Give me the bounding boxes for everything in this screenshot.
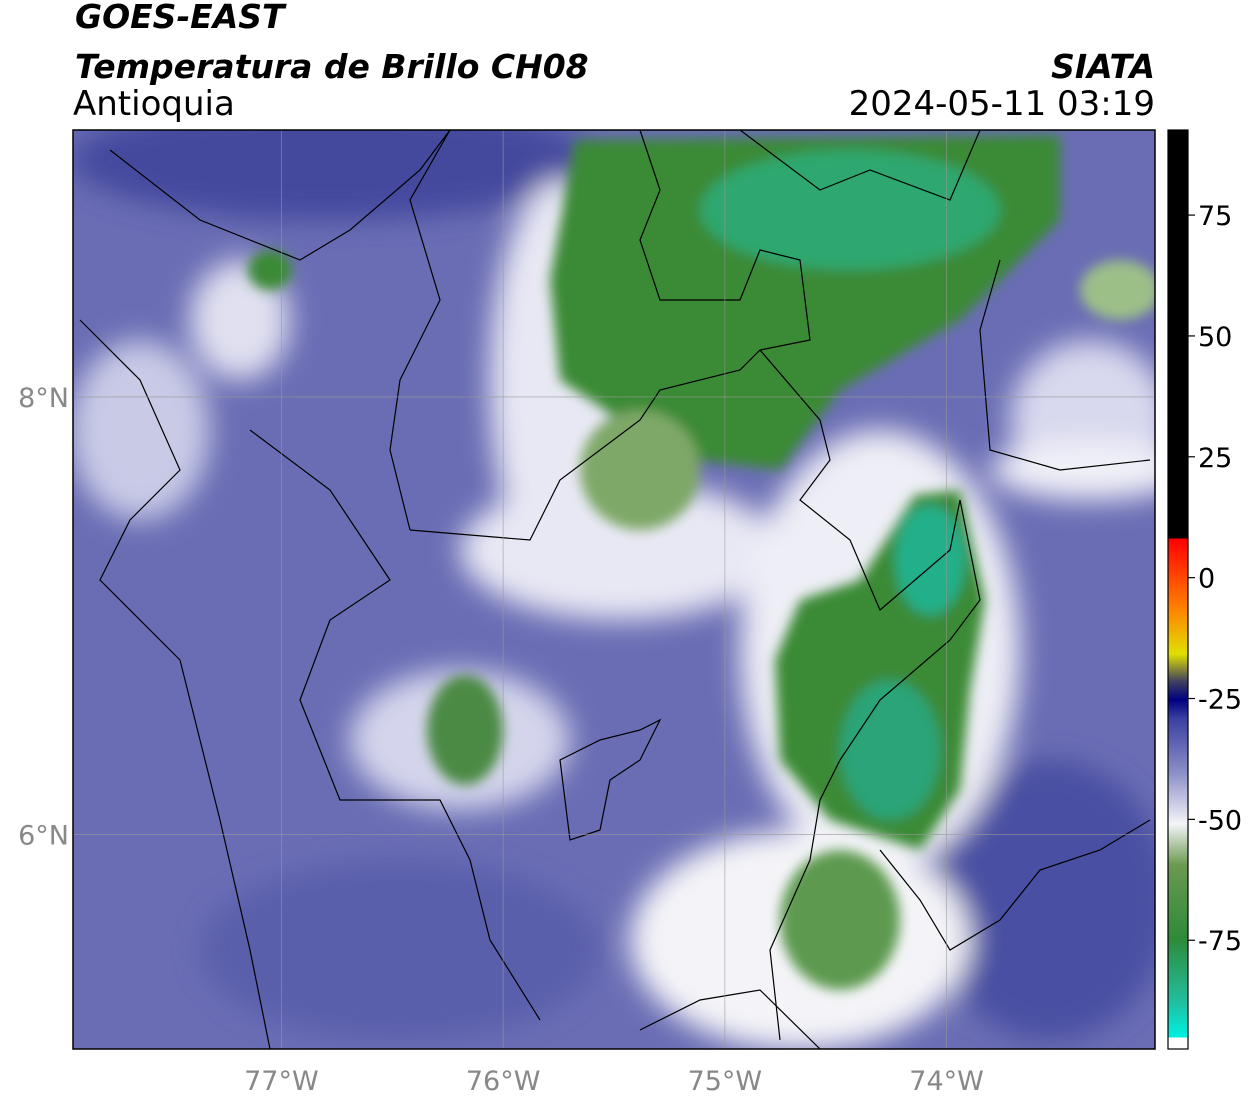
graticule [73,130,1155,1049]
y-tick-label: 6°N [18,821,69,852]
colorbar-tick-label: 0 [1198,564,1215,595]
x-tick-label: 74°W [909,1066,984,1097]
map-frame [72,129,1156,1050]
colorbar-tick-label: 25 [1198,443,1232,474]
colorbar-tick-label: -25 [1198,685,1242,716]
x-tick-label: 77°W [244,1066,319,1097]
satellite-title: GOES-EAST [75,0,287,36]
colorbar-tick-label: 75 [1198,201,1232,232]
satellite-image [73,130,1155,1049]
x-tick-label: 75°W [688,1066,763,1097]
colorbar [1167,129,1189,1050]
colorbar-tick-label: -50 [1198,805,1242,836]
colorbar-tick-label: -75 [1198,926,1242,957]
colorbar-tick-label: 50 [1198,322,1232,353]
region: Antioquia [73,84,235,124]
datetime: 2024-05-11 03:19 [849,84,1155,124]
product-title: Temperatura de Brillo CH08 [75,47,589,86]
agency: SIATA [1051,47,1155,86]
y-tick-label: 8°N [18,383,69,414]
x-tick-label: 76°W [466,1066,541,1097]
